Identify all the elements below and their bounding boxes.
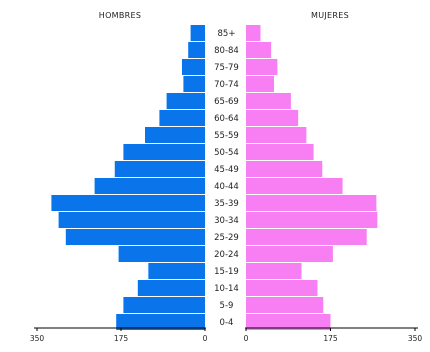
mujeres-bar-25-29: [246, 229, 367, 245]
left-tick-label-0: 0: [203, 334, 208, 343]
hombres-bars: [51, 25, 206, 330]
mujeres-bar-40-44: [246, 178, 343, 194]
age-label-0-4: 0-4: [220, 318, 234, 328]
left-tick-label-350: 350: [30, 334, 45, 343]
age-label-40-44: 40-44: [214, 182, 239, 192]
age-label-70-74: 70-74: [214, 80, 239, 90]
hombres-bar-70-74: [183, 76, 205, 92]
hombres-bar-80-84: [188, 42, 205, 58]
hombres-bar-15-19: [148, 263, 205, 279]
age-label-65-69: 65-69: [214, 97, 239, 107]
hombres-bar-30-34: [58, 212, 205, 228]
hombres-header: HOMBRES: [99, 11, 142, 20]
age-group-labels: 85+ 80-84 75-79 70-74 65-69 60-64 55-59 50-54 45…: [214, 29, 239, 328]
left-tick-label-175: 175: [114, 334, 129, 343]
hombres-bar-0-4: [116, 314, 205, 330]
hombres-bar-85-plus: [190, 25, 205, 41]
mujeres-bar-55-59: [246, 127, 307, 143]
hombres-bar-10-14: [137, 280, 205, 296]
mujeres-bar-0-4: [246, 314, 331, 330]
hombres-bar-50-54: [123, 144, 205, 160]
age-label-15-19: 15-19: [214, 267, 239, 277]
mujeres-bar-35-39: [246, 195, 377, 211]
mujeres-bar-50-54: [246, 144, 314, 160]
mujeres-bar-5-9: [246, 297, 324, 313]
age-label-10-14: 10-14: [214, 284, 239, 294]
age-label-85-plus: 85+: [218, 29, 236, 39]
mujeres-bar-60-64: [246, 110, 299, 126]
right-tick-label-175: 175: [323, 334, 338, 343]
hombres-bar-55-59: [145, 127, 205, 143]
hombres-bar-5-9: [123, 297, 205, 313]
mujeres-bar-80-84: [246, 42, 272, 58]
mujeres-bar-45-49: [246, 161, 323, 177]
mujeres-bar-10-14: [246, 280, 318, 296]
x-axes: 350 175 0 0 175 350: [30, 327, 423, 343]
age-label-20-24: 20-24: [214, 250, 239, 260]
hombres-bar-20-24: [118, 246, 205, 262]
mujeres-header: MUJERES: [311, 11, 349, 20]
mujeres-bars: [246, 25, 378, 330]
hombres-bar-65-69: [166, 93, 205, 109]
age-label-60-64: 60-64: [214, 114, 239, 124]
mujeres-bar-70-74: [246, 76, 275, 92]
age-label-80-84: 80-84: [214, 46, 239, 56]
age-label-45-49: 45-49: [214, 165, 239, 175]
mujeres-bar-20-24: [246, 246, 333, 262]
age-label-30-34: 30-34: [214, 216, 239, 226]
hombres-bar-35-39: [51, 195, 206, 211]
mujeres-bar-65-69: [246, 93, 291, 109]
hombres-bar-75-79: [181, 59, 205, 75]
hombres-bar-45-49: [114, 161, 205, 177]
mujeres-bar-15-19: [246, 263, 302, 279]
age-label-35-39: 35-39: [214, 199, 239, 209]
age-label-55-59: 55-59: [214, 131, 239, 141]
hombres-bar-60-64: [159, 110, 205, 126]
age-label-25-29: 25-29: [214, 233, 239, 243]
mujeres-bar-75-79: [246, 59, 278, 75]
right-tick-label-350: 350: [408, 334, 423, 343]
age-label-75-79: 75-79: [214, 63, 239, 73]
hombres-bar-25-29: [65, 229, 205, 245]
age-label-5-9: 5-9: [220, 301, 234, 311]
mujeres-bar-30-34: [246, 212, 378, 228]
right-tick-label-0: 0: [244, 334, 249, 343]
age-label-50-54: 50-54: [214, 148, 239, 158]
mujeres-bar-85-plus: [246, 25, 261, 41]
hombres-bar-40-44: [94, 178, 205, 194]
